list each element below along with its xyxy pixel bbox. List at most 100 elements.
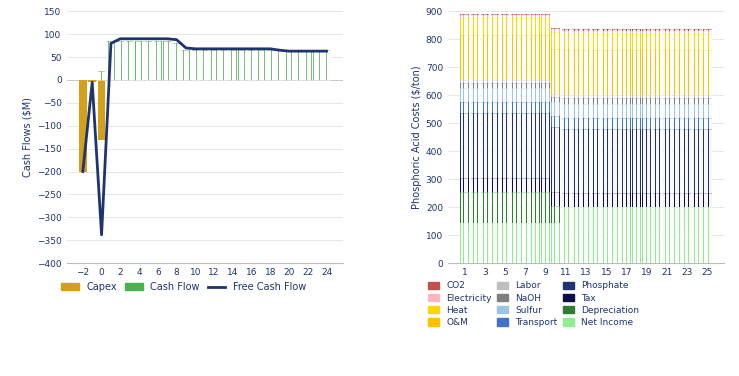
Bar [693,98,701,104]
Bar [521,192,530,223]
Bar [633,29,641,31]
Bar [693,31,701,34]
Bar [633,193,641,207]
Bar [672,31,681,34]
Bar [511,35,520,80]
Bar [672,104,681,118]
Bar [612,29,621,31]
Bar [480,114,489,178]
Bar [612,193,621,207]
Bar [551,28,560,29]
Bar [248,50,255,80]
Bar [541,114,550,178]
Bar [304,50,312,80]
Bar [572,104,580,118]
Bar [572,29,580,31]
Bar [663,193,671,207]
Bar [572,95,580,98]
Bar [471,88,479,102]
Bar [501,102,509,114]
Bar [480,223,489,263]
Bar [693,118,701,129]
Bar [183,50,190,80]
Bar [173,43,180,80]
Bar [633,34,641,50]
Bar [653,50,661,95]
Bar [551,97,560,102]
Bar [491,102,500,114]
Bar [663,29,671,31]
Bar [663,34,671,50]
Bar [653,95,661,98]
Bar [562,193,570,207]
Bar [582,31,590,34]
Bar [460,14,469,15]
Bar [622,118,631,129]
Bar [642,193,651,207]
Bar [531,80,539,83]
Bar [612,31,621,34]
Bar [154,41,162,80]
Bar [211,50,218,80]
Bar [622,34,631,50]
Bar [663,95,671,98]
Bar [491,18,500,35]
Bar [672,95,681,98]
Bar [551,116,560,127]
Y-axis label: Cash Flows ($M): Cash Flows ($M) [23,97,33,177]
Bar [592,31,601,34]
Bar [219,50,227,80]
Bar [602,207,610,263]
Legend: CO2, Electricity, Heat, O&M, Labor, NaOH, Sulfur, Transport, Phosphate, Tax, Dep: CO2, Electricity, Heat, O&M, Labor, NaOH… [425,278,643,331]
Bar [633,118,641,129]
Bar [163,41,171,80]
Bar [703,193,712,207]
Bar [693,50,701,95]
Bar [672,118,681,129]
Bar [511,18,520,35]
Bar [683,29,692,31]
Bar [683,193,692,207]
Bar [491,192,500,223]
Bar [511,14,520,15]
Bar [541,192,550,223]
Bar [480,102,489,114]
Bar [602,95,610,98]
Bar [592,104,601,118]
Bar [521,178,530,192]
Bar [703,118,712,129]
Bar [562,118,570,129]
Bar [501,15,509,18]
Bar [703,31,712,34]
Bar [582,118,590,129]
Bar [491,80,500,83]
Bar [480,178,489,192]
Bar [592,98,601,104]
Bar [612,50,621,95]
Bar [541,178,550,192]
Bar [602,193,610,207]
Bar [531,88,539,102]
Bar [460,15,469,18]
Bar [622,50,631,95]
Bar [471,15,479,18]
Bar [541,18,550,35]
Bar [582,95,590,98]
Bar [592,29,601,31]
Bar [703,104,712,118]
Bar [642,104,651,118]
Bar [531,178,539,192]
Bar [703,98,712,104]
Bar [511,114,520,178]
Bar [592,95,601,98]
Bar [521,35,530,80]
Bar [672,98,681,104]
Bar [582,193,590,207]
Bar [703,95,712,98]
Bar [663,50,671,95]
Bar [501,35,509,80]
Bar [480,35,489,80]
Bar [98,80,106,139]
Bar [521,18,530,35]
Bar [501,223,509,263]
